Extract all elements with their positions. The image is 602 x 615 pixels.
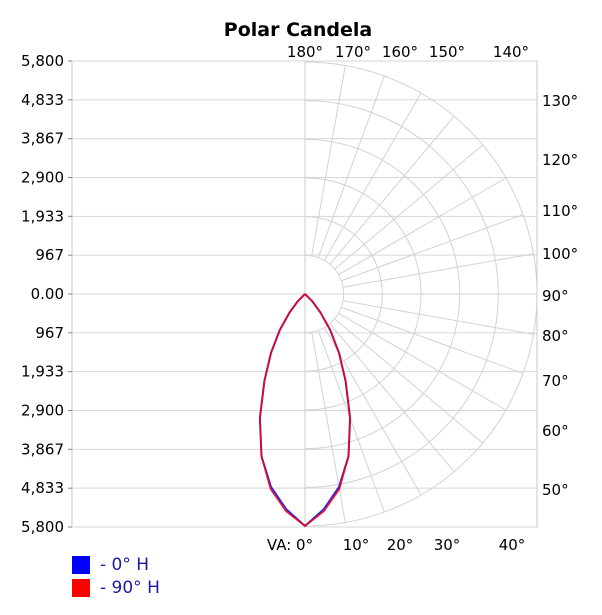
angle-label: 30° bbox=[434, 536, 461, 554]
polar-spoke bbox=[317, 75, 385, 258]
y-tick-label: 0.00 bbox=[31, 285, 64, 303]
angle-label: 150° bbox=[429, 43, 465, 61]
angle-label: 170° bbox=[335, 43, 371, 61]
y-tick-label: 967 bbox=[35, 324, 64, 342]
legend-label-90h: - 90° H bbox=[100, 578, 160, 598]
angle-label: 70° bbox=[542, 372, 569, 390]
y-tick-label: 2,900 bbox=[21, 169, 64, 187]
polar-spoke bbox=[329, 323, 455, 473]
polar-spoke bbox=[334, 318, 484, 444]
legend-swatch-blue bbox=[72, 556, 90, 574]
y-tick-label: 1,933 bbox=[21, 363, 64, 381]
polar-spoke bbox=[311, 331, 346, 523]
legend-label-0h: - 0° H bbox=[100, 555, 150, 575]
angle-label: VA: 0° bbox=[267, 536, 313, 554]
angle-label: 60° bbox=[542, 422, 569, 440]
y-tick-label: 967 bbox=[35, 246, 64, 264]
polar-grid bbox=[68, 60, 538, 528]
angle-label: 100° bbox=[542, 245, 578, 263]
y-tick-label: 5,800 bbox=[21, 518, 64, 536]
angle-label: 110° bbox=[542, 202, 578, 220]
series-layer bbox=[258, 293, 352, 527]
polar-spoke bbox=[342, 300, 534, 335]
y-tick-label: 3,867 bbox=[21, 130, 64, 148]
legend-item-0h: - 0° H bbox=[72, 555, 149, 575]
y-tick-label: 4,833 bbox=[21, 479, 64, 497]
angle-label: 10° bbox=[343, 536, 370, 554]
legend-item-90h: - 90° H bbox=[72, 578, 160, 598]
angle-label: 130° bbox=[542, 92, 578, 110]
series-line-1 bbox=[259, 293, 351, 527]
angle-label: 160° bbox=[382, 43, 418, 61]
polar-spoke bbox=[329, 115, 455, 265]
angle-label: 20° bbox=[387, 536, 414, 554]
chart-title: Polar Candela bbox=[224, 19, 372, 41]
y-tick-label: 4,833 bbox=[21, 91, 64, 109]
polar-spoke bbox=[338, 312, 507, 411]
polar-spoke bbox=[341, 306, 524, 374]
y-tick-label: 3,867 bbox=[21, 440, 64, 458]
polar-spoke bbox=[317, 330, 385, 513]
polar-spoke bbox=[341, 214, 524, 282]
polar-spoke bbox=[342, 253, 534, 288]
angle-label: 90° bbox=[542, 287, 569, 305]
angle-label: 80° bbox=[542, 327, 569, 345]
polar-spoke bbox=[323, 92, 422, 261]
polar-spoke bbox=[311, 65, 346, 257]
polar-spoke bbox=[334, 144, 484, 270]
tick-labels: 5,800 4,833 3,867 2,900 1,933 967 0.00 967 1,933… bbox=[21, 43, 578, 554]
angle-label: 180° bbox=[287, 43, 323, 61]
angle-label: 140° bbox=[493, 43, 529, 61]
y-tick-label: 5,800 bbox=[21, 52, 64, 70]
y-tick-label: 2,900 bbox=[21, 402, 64, 420]
y-tick-label: 1,933 bbox=[21, 207, 64, 225]
angle-label: 40° bbox=[499, 536, 526, 554]
polar-spoke bbox=[338, 177, 507, 276]
legend-swatch-red bbox=[72, 579, 90, 597]
angle-label: 120° bbox=[542, 151, 578, 169]
angle-label: 50° bbox=[542, 481, 569, 499]
